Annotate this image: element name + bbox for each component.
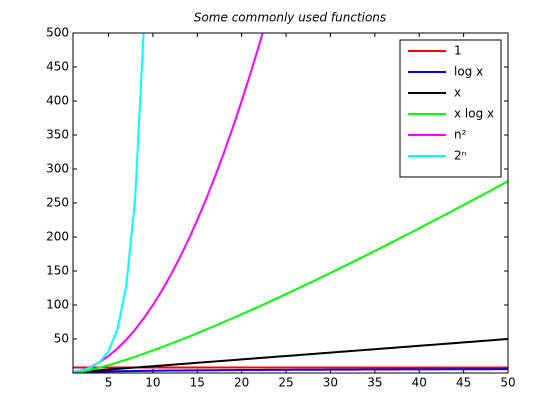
chart-title: Some commonly used functions — [194, 11, 386, 25]
series-line — [73, 33, 145, 373]
series-line — [73, 33, 264, 373]
legend-label: 1 — [454, 44, 462, 58]
x-tick-label: 30 — [323, 376, 338, 390]
series-line — [73, 338, 508, 373]
x-tick-label: 5 — [105, 376, 113, 390]
x-tick-label: 15 — [190, 376, 205, 390]
plot-lines — [73, 33, 508, 373]
x-tick-label: 20 — [234, 376, 249, 390]
legend-label: n² — [454, 128, 467, 142]
legend-label: 2ⁿ — [454, 149, 467, 163]
legend-label: x — [454, 86, 461, 100]
legend-label: log x — [454, 65, 483, 79]
y-tick-label: 150 — [46, 264, 69, 278]
series-line — [73, 180, 508, 373]
y-tick-label: 250 — [46, 196, 69, 210]
y-tick-label: 300 — [46, 162, 69, 176]
y-tick-label: 50 — [54, 332, 69, 346]
legend-box — [399, 39, 502, 178]
y-tick-label: 450 — [46, 60, 69, 74]
y-tick-label: 100 — [46, 298, 69, 312]
series-line — [73, 368, 508, 373]
x-tick-label: 45 — [456, 376, 471, 390]
x-tick-label: 35 — [367, 376, 382, 390]
y-tick-label: 350 — [46, 128, 69, 142]
x-tick-label: 40 — [412, 376, 427, 390]
legend-label: x log x — [454, 107, 494, 121]
y-tick-label: 200 — [46, 230, 69, 244]
x-tick-label: 10 — [145, 376, 160, 390]
x-tick-label: 25 — [278, 376, 293, 390]
axes-box — [72, 32, 509, 374]
y-tick-label: 400 — [46, 94, 69, 108]
x-tick-label: 50 — [500, 376, 515, 390]
y-tick-label: 500 — [46, 26, 69, 40]
